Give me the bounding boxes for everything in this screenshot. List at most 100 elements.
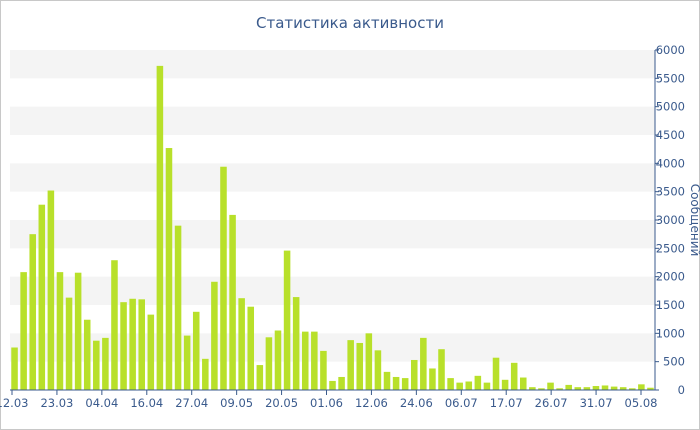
bar bbox=[20, 272, 27, 390]
bar bbox=[365, 333, 373, 390]
bar bbox=[256, 365, 264, 390]
y-tick-label: 6000 bbox=[656, 43, 685, 57]
y-ticks: 0 500 1000 1500 2000 2500 3000 3500 4000 4500 5000… bbox=[655, 43, 685, 397]
bar bbox=[338, 376, 345, 390]
x-tick-label: 12.03 bbox=[0, 396, 28, 410]
bar bbox=[74, 272, 82, 390]
bar bbox=[619, 387, 627, 390]
bar bbox=[520, 377, 527, 390]
y-tick-label: 500 bbox=[663, 355, 685, 369]
bar bbox=[420, 337, 427, 390]
bar bbox=[320, 350, 327, 390]
bar bbox=[601, 385, 609, 390]
x-tick-label: 26.07 bbox=[535, 396, 568, 410]
bar bbox=[510, 362, 518, 390]
bar bbox=[474, 375, 482, 390]
bar bbox=[11, 347, 18, 390]
bar bbox=[138, 299, 145, 390]
bar bbox=[56, 272, 64, 390]
x-tick-label: 31.07 bbox=[580, 396, 613, 410]
grid-band bbox=[10, 276, 655, 305]
bar bbox=[183, 335, 191, 390]
bar bbox=[129, 298, 136, 390]
bar bbox=[429, 368, 436, 390]
bar bbox=[229, 214, 236, 390]
bar bbox=[220, 166, 227, 390]
y-tick-label: 3500 bbox=[656, 185, 685, 199]
bar bbox=[83, 319, 91, 390]
x-tick-label: 20.05 bbox=[265, 396, 298, 410]
y-tick-label: 4000 bbox=[656, 156, 685, 170]
bar bbox=[374, 350, 382, 390]
bar bbox=[274, 330, 282, 390]
x-tick-label: 27.04 bbox=[175, 396, 208, 410]
bar bbox=[401, 378, 409, 390]
x-tick-label: 17.07 bbox=[490, 396, 523, 410]
bar bbox=[392, 376, 400, 390]
x-tick-label: 05.08 bbox=[625, 396, 658, 410]
bar bbox=[292, 297, 300, 390]
bar bbox=[301, 331, 309, 390]
bar bbox=[610, 386, 618, 390]
bar bbox=[93, 340, 100, 390]
bar bbox=[211, 281, 218, 390]
bar bbox=[492, 357, 500, 390]
grid-band bbox=[10, 163, 655, 192]
bar bbox=[456, 382, 463, 390]
bar bbox=[120, 302, 127, 390]
bar bbox=[202, 358, 209, 390]
x-tick-label: 09.05 bbox=[220, 396, 253, 410]
bar bbox=[638, 384, 645, 390]
x-tick-label: 24.06 bbox=[400, 396, 433, 410]
bar bbox=[111, 260, 118, 390]
bar bbox=[38, 204, 46, 390]
bar bbox=[356, 342, 364, 390]
x-tick-label: 06.07 bbox=[445, 396, 478, 410]
bar bbox=[311, 331, 318, 390]
y-tick-label: 1000 bbox=[656, 326, 685, 340]
bar bbox=[547, 382, 554, 390]
bar bbox=[592, 386, 600, 390]
bars bbox=[11, 65, 654, 391]
bar bbox=[29, 234, 36, 390]
bar bbox=[265, 337, 273, 390]
bar bbox=[483, 382, 491, 390]
y-tick-label: 0 bbox=[678, 383, 685, 397]
y-tick-label: 2500 bbox=[656, 241, 685, 255]
x-tick-label: 23.03 bbox=[40, 396, 73, 410]
grid-band bbox=[10, 50, 655, 79]
bar bbox=[438, 349, 445, 390]
grid-bands bbox=[10, 50, 655, 362]
bar bbox=[538, 388, 545, 390]
x-tick-label: 16.04 bbox=[130, 396, 163, 410]
bar bbox=[447, 378, 454, 390]
y-tick-label: 4500 bbox=[656, 128, 685, 142]
bar bbox=[192, 311, 200, 390]
bar bbox=[410, 359, 418, 390]
bar bbox=[647, 387, 654, 390]
bar bbox=[574, 387, 582, 390]
bar bbox=[156, 65, 164, 391]
bar bbox=[65, 297, 73, 390]
bar bbox=[329, 380, 336, 390]
bar bbox=[174, 225, 182, 390]
bar bbox=[383, 371, 391, 390]
bar bbox=[565, 384, 572, 390]
bar bbox=[465, 381, 473, 390]
bar bbox=[147, 314, 155, 390]
chart-title: Статистика активности bbox=[256, 14, 444, 32]
x-tick-label: 12.06 bbox=[355, 396, 388, 410]
y-tick-label: 5000 bbox=[656, 100, 685, 114]
bar bbox=[556, 388, 563, 390]
bar bbox=[529, 387, 536, 390]
y-axis-label: Сообщений bbox=[688, 184, 700, 257]
bar bbox=[165, 148, 173, 390]
bar bbox=[501, 379, 509, 390]
grid-band bbox=[10, 106, 655, 135]
bar bbox=[238, 298, 245, 390]
bar bbox=[583, 387, 591, 390]
grid-band bbox=[10, 220, 655, 249]
x-tick-label: 04.04 bbox=[85, 396, 118, 410]
bar bbox=[283, 250, 291, 390]
